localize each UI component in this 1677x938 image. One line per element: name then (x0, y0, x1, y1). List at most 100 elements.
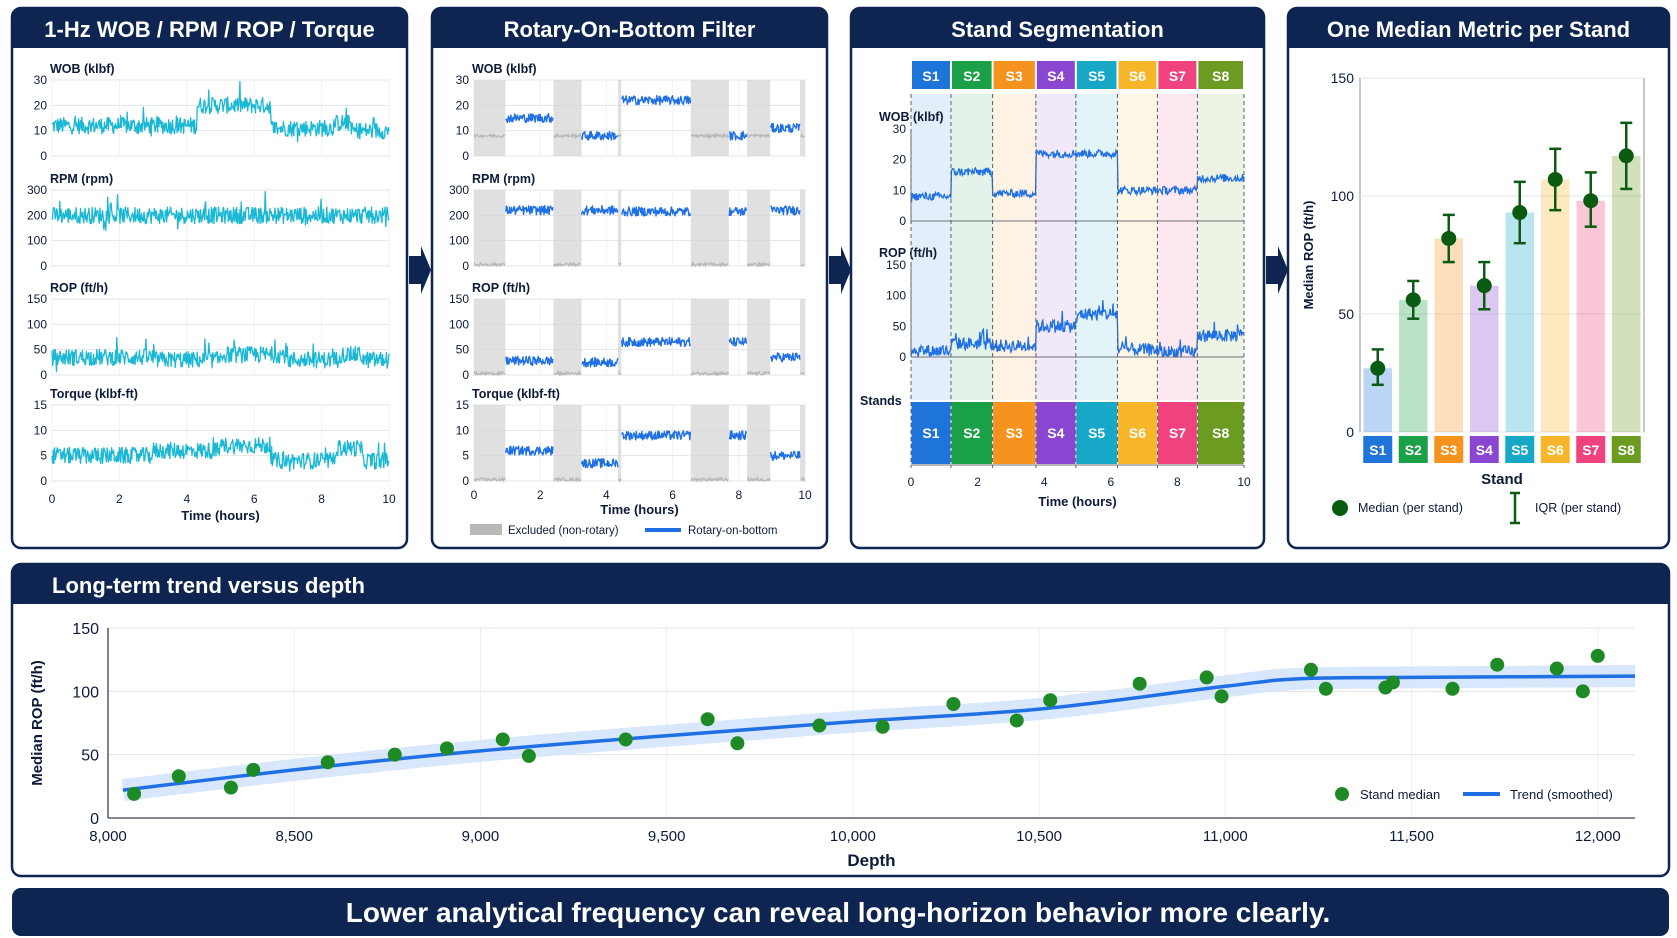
category-chip (1434, 436, 1464, 463)
excluded-signal-line (473, 260, 805, 268)
x-tick-label: 9,500 (648, 828, 686, 845)
median-point (1476, 278, 1492, 294)
x-tick-label: 2 (974, 475, 981, 489)
stand-median-point (223, 780, 238, 795)
stand-chip-label: S8 (1212, 68, 1229, 84)
legend-rotary-label: Rotary-on-bottom (688, 525, 777, 537)
x-tick-label: 10,500 (1016, 828, 1062, 845)
stand-median-point (875, 719, 890, 734)
category-chip (1505, 436, 1535, 463)
y-tick-label: 30 (34, 73, 48, 87)
x-tick-label: S4 (1476, 442, 1493, 458)
y-tick-label: 0 (462, 149, 469, 163)
y-tick-label: 5 (462, 449, 469, 463)
category-chip (1469, 436, 1499, 463)
y-tick-label: 0 (40, 259, 47, 273)
excluded-signal-line (473, 132, 805, 140)
y-tick-label: 100 (886, 289, 906, 303)
category-chip (1363, 436, 1393, 463)
x-tick-label: 8 (1174, 475, 1181, 489)
stand-shade (950, 94, 993, 400)
median-per-stand-panel: 0 50 100 150 Median ROP (ft/h) S1 S2 S3 S4 S5 S6 S7… (1301, 70, 1645, 525)
stand-median-point (1590, 648, 1605, 663)
x-tick-label: S1 (1369, 442, 1386, 458)
y-tick-label: 200 (449, 208, 469, 222)
excluded-interval (747, 80, 771, 156)
category-chip (1611, 436, 1641, 463)
trend-line (122, 674, 1636, 792)
x-tick-label: 4 (183, 492, 190, 506)
stand-block-label: S7 (1169, 425, 1186, 441)
excluded-interval (474, 405, 506, 481)
excluded-interval (617, 190, 622, 266)
stand-chip-label: S2 (963, 68, 980, 84)
filter-panel-title: Rotary-On-Bottom Filter (504, 17, 756, 42)
y-tick-label: 100 (449, 234, 469, 248)
excluded-interval (553, 80, 582, 156)
x-tick-label: 8,500 (275, 828, 313, 845)
excluded-signal-line (473, 369, 805, 378)
signal-line (51, 436, 390, 472)
plot-area (51, 189, 390, 267)
y-tick-label: 0 (1346, 424, 1354, 440)
x-tick-label: 10 (1237, 475, 1251, 489)
filter-title-bar (432, 8, 827, 48)
stand-median-point (1009, 713, 1024, 728)
y-tick-label: 150 (449, 292, 469, 306)
x-tick-label: 6 (669, 488, 676, 502)
x-tick-label: 6 (1107, 475, 1114, 489)
stand-chip-label: S4 (1047, 68, 1064, 84)
subplot-label: ROP (ft/h) (50, 281, 108, 295)
x-axis-label: Time (hours) (181, 508, 260, 523)
median-point (1618, 148, 1634, 164)
stand-block (1117, 402, 1157, 464)
signal-line (910, 148, 1245, 203)
y-tick-label: 10 (456, 124, 470, 138)
stand-block (1157, 402, 1197, 464)
stand-chip-top (912, 61, 950, 89)
stand-median-point (812, 718, 827, 733)
legend-median-label: Median (per stand) (1358, 501, 1463, 515)
y-tick-label: 15 (34, 398, 48, 412)
stand-shade (911, 94, 951, 400)
signal-line (910, 300, 1245, 359)
y-tick-label: 30 (893, 122, 907, 136)
stand-median-point (521, 748, 536, 763)
excluded-interval (474, 190, 506, 266)
stand-median-point (1214, 689, 1229, 704)
stand-median-point (1575, 684, 1590, 699)
excluded-interval (553, 299, 582, 375)
stand-median-point (1490, 657, 1505, 672)
excluded-interval (690, 190, 729, 266)
excluded-interval (553, 405, 582, 481)
stand-median-point (700, 712, 715, 727)
subplot-label: RPM (rpm) (50, 172, 113, 186)
x-tick-label: 8 (735, 488, 742, 502)
y-tick-label: 0 (462, 368, 469, 382)
stand-chip-top (1158, 61, 1197, 89)
stand-median-point (495, 732, 510, 747)
stand-median-point (730, 736, 745, 751)
median-point (1512, 205, 1528, 221)
y-tick-label: 50 (81, 748, 99, 765)
x-tick-label: 8,000 (89, 828, 127, 845)
x-tick-label: 0 (49, 492, 56, 506)
x-tick-label: 10 (798, 488, 812, 502)
y-tick-label: 50 (456, 343, 470, 357)
y-tick-label: 10 (893, 183, 907, 197)
footer-bar (12, 888, 1669, 936)
excluded-interval (747, 190, 771, 266)
excluded-signal-line (473, 475, 805, 484)
stand-median-point (1549, 661, 1564, 676)
segment-panel-title: Stand Segmentation (951, 17, 1164, 42)
y-tick-label: 20 (456, 98, 470, 112)
x-tick-label: S2 (1405, 442, 1422, 458)
x-tick-label: 0 (908, 475, 915, 489)
y-tick-label: 5 (40, 449, 47, 463)
